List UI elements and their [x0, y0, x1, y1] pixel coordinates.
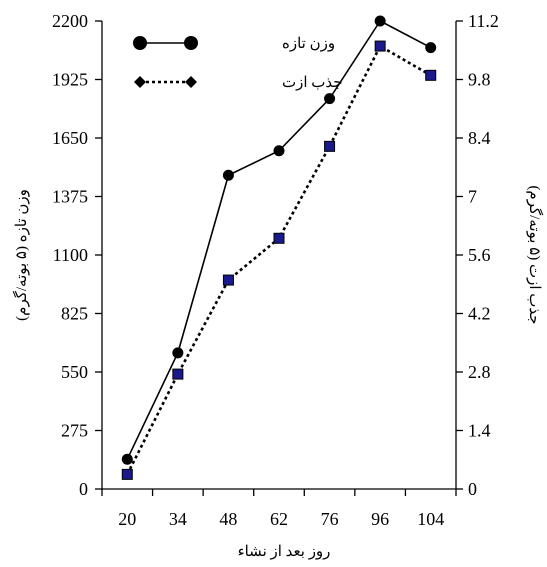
data-point	[425, 42, 437, 54]
left-y-axis-title: وزن تازه (۵ بوته/گرم)	[12, 189, 30, 321]
left-y-tick-label: 0	[79, 479, 88, 499]
x-tick-label: 104	[417, 509, 444, 529]
left-y-tick-label: 1100	[53, 245, 88, 265]
data-point	[324, 93, 336, 105]
data-point	[172, 368, 184, 380]
legend-marker	[133, 36, 147, 50]
legend-label: وزن تازه	[282, 36, 335, 52]
x-tick-label: 34	[169, 509, 187, 529]
right-y-tick-label: 7	[468, 187, 477, 207]
data-point	[121, 453, 133, 465]
data-point	[172, 347, 184, 359]
data-point	[222, 274, 234, 286]
left-y-axis-ticks: 0 275 550 825 1100 1375 1650 1925 2200	[52, 11, 102, 499]
left-y-tick-label: 1925	[52, 70, 88, 90]
right-y-axis-ticks: 0 1.4 2.8 4.2 5.6 7 8.4 9.8 11.2	[456, 11, 499, 499]
data-point	[222, 169, 234, 181]
left-y-tick-label: 550	[61, 362, 88, 382]
legend-label: جذب ازت	[282, 75, 343, 91]
x-tick-label: 48	[219, 509, 237, 529]
legend-marker	[185, 76, 197, 88]
left-y-tick-label: 1650	[52, 128, 88, 148]
x-tick-label: 20	[118, 509, 136, 529]
series-1	[121, 15, 437, 465]
data-point	[425, 69, 437, 81]
left-y-tick-label: 1375	[52, 187, 88, 207]
series-2	[121, 40, 437, 480]
right-y-tick-label: 4.2	[468, 304, 491, 324]
left-y-tick-label: 825	[61, 304, 88, 324]
left-y-tick-label: 2200	[52, 11, 88, 31]
data-point	[374, 15, 386, 27]
data-point	[324, 140, 336, 152]
series-line	[126, 44, 432, 475]
legend-marker	[134, 76, 146, 88]
right-y-tick-label: 5.6	[468, 245, 491, 265]
right-y-tick-label: 11.2	[468, 11, 499, 31]
data-point	[121, 468, 133, 480]
series-layer	[121, 15, 437, 480]
right-y-tick-label: 8.4	[468, 128, 491, 148]
legend-marker	[184, 36, 198, 50]
x-axis-title: روز بعد از نشاء	[238, 544, 331, 560]
right-y-tick-label: 1.4	[468, 421, 491, 441]
x-tick-label: 76	[321, 509, 339, 529]
x-axis-ticks: 20 34 48 62 76 96 104	[101, 489, 457, 529]
data-point	[374, 40, 386, 52]
data-point	[273, 145, 285, 157]
data-point	[273, 232, 285, 244]
left-y-tick-label: 275	[61, 421, 88, 441]
right-y-tick-label: 9.8	[468, 70, 491, 90]
legend-item-2: جذب ازت	[134, 75, 343, 91]
right-y-tick-label: 0	[468, 479, 477, 499]
x-tick-label: 96	[371, 509, 389, 529]
legend-item-1: وزن تازه	[133, 36, 335, 52]
right-y-axis-title: جذب ازت (۵ بوته/گرم)	[526, 185, 544, 324]
right-y-tick-label: 2.8	[468, 362, 491, 382]
legend: وزن تازه جذب ازت	[133, 36, 343, 91]
x-tick-label: 62	[270, 509, 288, 529]
